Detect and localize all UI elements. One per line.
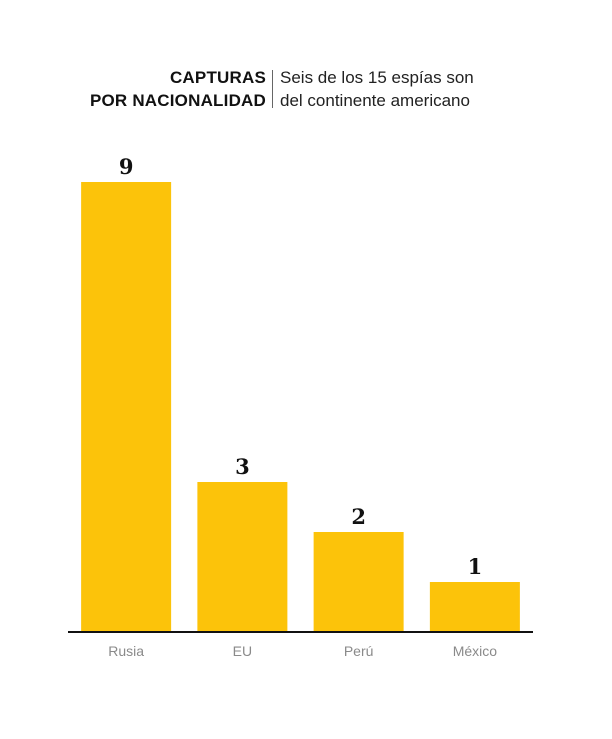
- bar-méxico: [429, 582, 520, 632]
- chart-title-line-2: POR NACIONALIDAD: [89, 91, 266, 110]
- data-label-rusia: 9: [119, 154, 134, 179]
- chart-subtitle: Seis de los 15 espías son del continente…: [280, 66, 474, 112]
- data-label-eu: 3: [235, 454, 250, 479]
- data-label-méxico: 1: [468, 554, 483, 579]
- chart-title-line-1: CAPTURAS: [169, 68, 266, 87]
- x-tick-label-eu: EU: [233, 643, 252, 659]
- chart-subtitle-line-2: del continente americano: [280, 91, 470, 110]
- bar-eu: [197, 482, 288, 632]
- x-tick-label-perú: Perú: [344, 643, 374, 659]
- chart-subtitle-line-1: Seis de los 15 espías son: [280, 68, 474, 87]
- header-divider: [272, 70, 273, 108]
- chart-title: CAPTURAS POR NACIONALIDAD: [90, 66, 266, 112]
- bar-perú: [313, 532, 404, 632]
- data-label-perú: 2: [351, 504, 366, 529]
- chart-header: CAPTURAS POR NACIONALIDAD Seis de los 15…: [0, 66, 612, 112]
- x-tick-label-méxico: México: [453, 643, 498, 659]
- bar-rusia: [81, 182, 172, 632]
- x-tick-label-rusia: Rusia: [108, 643, 144, 659]
